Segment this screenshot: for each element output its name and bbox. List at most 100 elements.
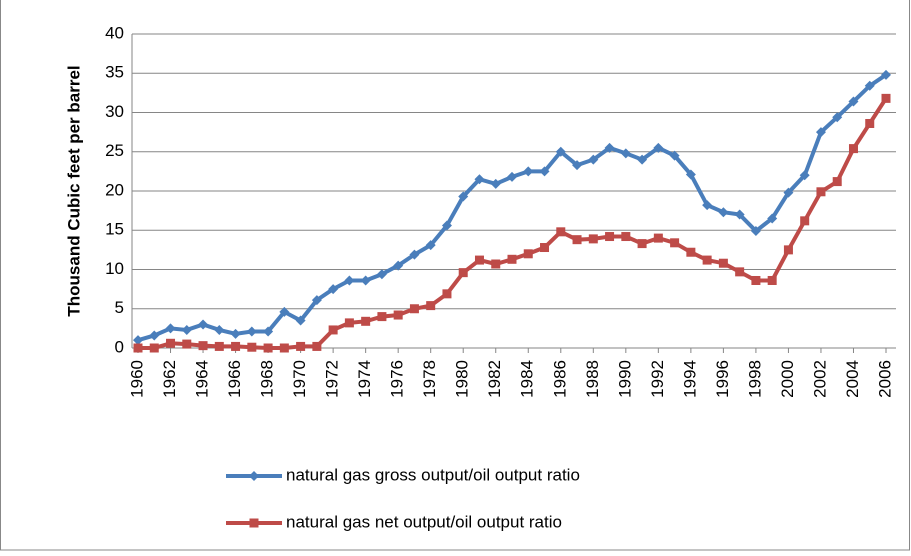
point: [393, 310, 403, 320]
point: [458, 191, 469, 202]
point: [344, 275, 355, 286]
point: [832, 177, 842, 187]
point: [311, 295, 322, 306]
point: [426, 301, 436, 311]
x-tick-label: 1968: [258, 360, 277, 398]
point: [848, 144, 858, 154]
point: [490, 178, 501, 189]
point: [214, 324, 225, 335]
y-tick-label: 15: [105, 220, 124, 239]
point: [750, 226, 761, 237]
x-tick-label: 1984: [518, 360, 537, 398]
legend-label: natural gas gross output/oil output rati…: [286, 465, 580, 484]
point: [328, 284, 339, 295]
point: [604, 142, 615, 153]
x-tick-label: 1978: [420, 360, 439, 398]
y-axis-label: Thousand Cubic feet per barrel: [64, 65, 83, 316]
x-tick-label: 1994: [680, 360, 699, 398]
point: [637, 239, 647, 249]
point: [393, 260, 404, 271]
point: [182, 339, 192, 349]
point: [474, 255, 484, 265]
point: [425, 240, 436, 251]
point: [735, 267, 745, 277]
point: [165, 323, 176, 334]
point: [588, 234, 598, 244]
point: [572, 235, 582, 245]
point: [133, 343, 143, 353]
x-tick-label: 2000: [778, 360, 797, 398]
x-tick-label: 1974: [355, 360, 374, 398]
point: [734, 209, 745, 220]
point: [605, 232, 615, 242]
legend-label: natural gas net output/oil output ratio: [286, 512, 562, 531]
y-tick-label: 5: [115, 298, 124, 317]
point: [442, 289, 452, 299]
point: [181, 324, 192, 335]
point: [539, 166, 550, 177]
point: [718, 258, 728, 268]
point: [295, 315, 306, 326]
y-tick-label: 10: [105, 259, 124, 278]
point: [588, 154, 599, 165]
point: [767, 213, 778, 224]
point: [230, 328, 241, 339]
point: [702, 255, 712, 265]
point: [376, 269, 387, 280]
point: [783, 245, 793, 255]
point: [767, 275, 777, 285]
x-tick-label: 1966: [225, 360, 244, 398]
x-tick-label: 1988: [583, 360, 602, 398]
point: [474, 174, 485, 185]
point: [507, 254, 517, 264]
x-tick-label: 1960: [127, 360, 146, 398]
point: [556, 227, 566, 237]
point: [247, 342, 257, 352]
point: [718, 207, 729, 218]
point: [686, 247, 696, 257]
point: [409, 249, 420, 260]
point: [149, 343, 159, 353]
point: [685, 169, 696, 180]
x-tick-label: 1982: [485, 360, 504, 398]
point: [198, 341, 208, 351]
x-tick-label: 1980: [453, 360, 472, 398]
x-tick-label: 1996: [713, 360, 732, 398]
x-tick-label: 1992: [648, 360, 667, 398]
x-tick-label: 2004: [843, 360, 862, 398]
point: [637, 154, 648, 165]
x-tick-label: 1998: [745, 360, 764, 398]
point: [409, 304, 419, 314]
point: [246, 326, 257, 337]
point: [815, 127, 826, 138]
point: [800, 216, 810, 226]
point: [881, 93, 891, 103]
point: [279, 306, 290, 317]
x-tick-label: 1990: [615, 360, 634, 398]
point: [653, 142, 664, 153]
point: [231, 341, 241, 351]
point: [214, 341, 224, 351]
legend-marker: [249, 471, 259, 481]
x-tick-label: 1962: [160, 360, 179, 398]
point: [572, 160, 583, 171]
point: [166, 338, 176, 348]
point: [555, 146, 566, 157]
point: [865, 118, 875, 128]
point: [361, 316, 371, 326]
point: [523, 249, 533, 259]
point: [620, 148, 631, 159]
point: [377, 312, 387, 322]
point: [881, 69, 891, 80]
point: [523, 166, 534, 177]
y-tick-label: 35: [105, 63, 124, 82]
y-tick-label: 20: [105, 180, 124, 199]
point: [263, 326, 274, 337]
point: [848, 96, 859, 107]
x-tick-label: 1970: [290, 360, 309, 398]
point: [832, 112, 843, 123]
point: [864, 80, 875, 91]
point: [441, 220, 452, 231]
point: [328, 325, 338, 335]
